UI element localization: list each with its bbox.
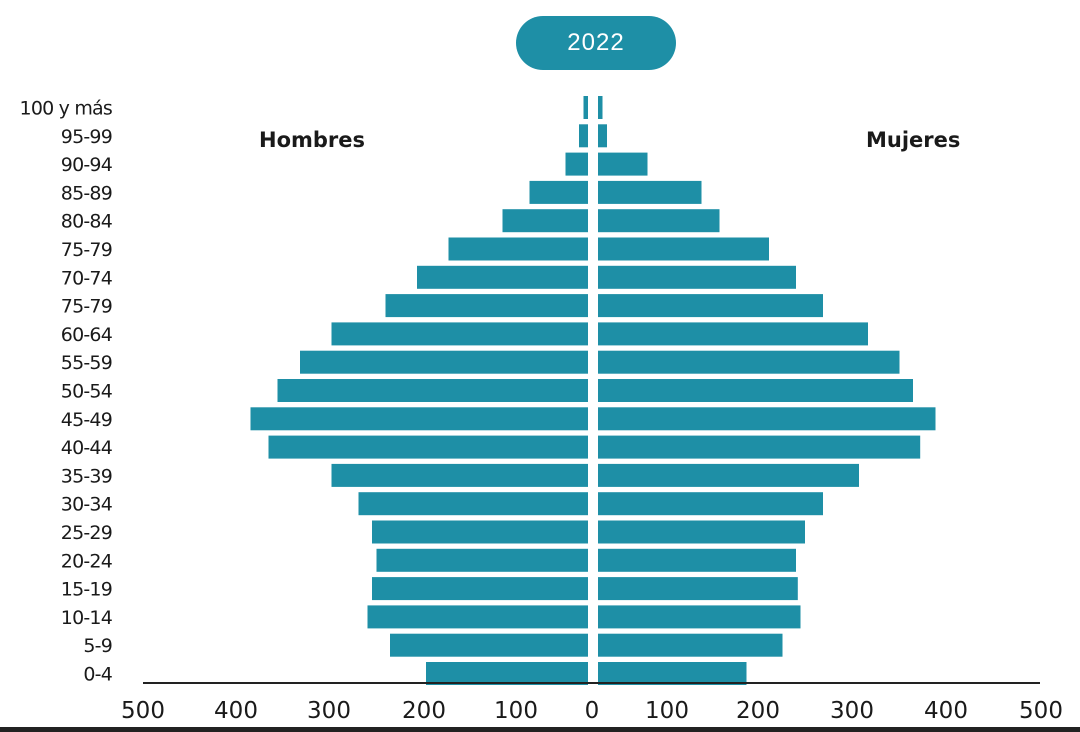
bar-mujeres-3 [598,180,702,204]
bar-hombres-10 [277,379,588,402]
x-tick-label-9: 400 [924,698,968,724]
bar-mujeres-18 [598,605,801,629]
bar-hombres-14 [358,492,588,516]
bars-hombres [250,96,588,685]
bar-hombres-4 [502,209,588,233]
bar-hombres-1 [579,124,588,148]
age-group-label-7: 75-79 [61,296,112,318]
bar-hombres-15 [372,520,588,544]
age-group-label-10: 50-54 [61,381,113,403]
bar-mujeres-9 [598,350,900,374]
bar-mujeres-11 [598,407,936,431]
bar-hombres-16 [376,548,588,572]
bar-hombres-8 [331,322,588,346]
bottom-rule [0,727,1080,732]
x-tick-label-4: 100 [494,698,538,724]
bar-hombres-3 [529,180,588,204]
bars-mujeres [598,96,936,685]
bar-hombres-11 [250,407,588,431]
bar-hombres-13 [331,463,588,487]
x-tick-label-6: 100 [645,698,689,724]
age-group-label-9: 55-59 [61,352,112,374]
legend-label-hombres: Hombres [259,128,366,152]
bar-mujeres-8 [598,322,868,346]
age-group-label-2: 90-94 [61,154,113,176]
x-tick-label-1: 400 [214,698,258,724]
x-tick-label-5: 0 [585,698,600,724]
x-tick-label-8: 300 [830,698,874,724]
bar-hombres-20 [426,662,588,685]
age-group-label-4: 80-84 [61,211,113,233]
age-group-labels: 100 y más 95-99 90-94 85-89 80-84 75-79 70-74 7… [20,98,114,686]
legend-label-mujeres: Mujeres [866,128,961,152]
age-group-label-20: 0-4 [83,664,112,686]
bar-mujeres-14 [598,492,823,516]
age-group-label-14: 30-34 [61,494,113,516]
bar-hombres-2 [565,152,588,176]
x-tick-label-2: 300 [307,698,351,724]
bar-hombres-6 [417,265,588,289]
age-group-label-1: 95-99 [61,126,112,148]
bar-mujeres-19 [598,633,783,657]
age-group-label-17: 15-19 [61,579,112,601]
bar-hombres-5 [448,237,588,261]
age-group-label-12: 40-44 [61,437,113,459]
bar-hombres-17 [372,577,588,601]
x-tick-labels: 500 400 300 200 100 0 100 200 300 400 500 [121,698,1063,724]
bar-mujeres-7 [598,294,823,318]
year-badge: 2022 [516,16,676,70]
bar-hombres-12 [268,435,588,459]
bar-hombres-0 [583,96,588,119]
bar-hombres-19 [390,633,588,657]
bar-mujeres-6 [598,265,796,289]
bar-hombres-9 [300,350,588,374]
x-tick-label-7: 200 [736,698,780,724]
bar-mujeres-10 [598,379,913,402]
age-group-label-16: 20-24 [61,550,113,572]
bar-hombres-18 [367,605,588,629]
x-tick-label-3: 200 [402,698,446,724]
bar-mujeres-17 [598,577,798,601]
bar-mujeres-4 [598,209,720,233]
age-group-label-19: 5-9 [83,635,112,657]
bar-mujeres-16 [598,548,796,572]
age-group-label-6: 70-74 [61,267,113,289]
age-group-label-8: 60-64 [61,324,113,346]
x-tick-label-10: 500 [1019,698,1063,724]
bar-mujeres-1 [598,124,607,148]
age-group-label-15: 25-29 [61,522,112,544]
age-group-label-13: 35-39 [61,465,112,487]
bar-mujeres-2 [598,152,648,176]
bar-mujeres-13 [598,463,859,487]
bar-mujeres-15 [598,520,805,544]
x-tick-label-0: 500 [121,698,165,724]
bar-hombres-7 [385,294,588,318]
age-group-label-0: 100 y más [20,98,112,120]
bar-mujeres-12 [598,435,921,459]
age-group-label-5: 75-79 [61,239,112,261]
age-group-label-3: 85-89 [61,182,112,204]
age-group-label-18: 10-14 [61,607,113,629]
age-group-label-11: 45-49 [61,409,112,431]
bar-mujeres-5 [598,237,769,261]
bar-mujeres-20 [598,662,747,685]
bar-mujeres-0 [598,96,603,119]
